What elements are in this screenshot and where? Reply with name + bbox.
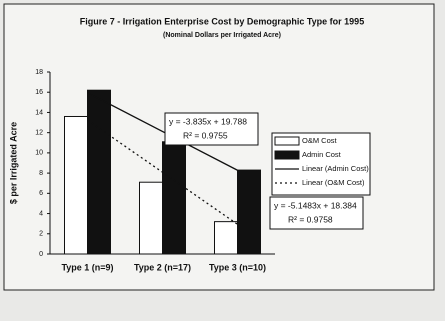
bar [214, 221, 238, 255]
x-tick-label: Type 1 (n=9) [61, 262, 113, 272]
y-tick-label: 16 [35, 89, 43, 96]
bar [162, 141, 186, 255]
y-tick-label: 2 [39, 231, 43, 238]
legend-label: Admin Cost [302, 150, 342, 159]
y-tick-label: 12 [35, 130, 43, 137]
chart-subtitle: (Nominal Dollars per Irrigated Acre) [163, 32, 281, 39]
legend-label: Linear (O&M Cost) [302, 178, 365, 187]
equation: y = -5.1483x + 18.384 [274, 200, 357, 210]
y-tick-label: 10 [35, 150, 43, 157]
y-tick-label: 8 [39, 170, 43, 177]
y-tick-label: 0 [39, 251, 43, 258]
bar [87, 89, 111, 255]
bar [139, 181, 163, 255]
bar [237, 169, 261, 255]
x-tick-label: Type 3 (n=10) [209, 262, 266, 272]
bar [64, 115, 88, 255]
x-tick-label: Type 2 (n=17) [134, 262, 191, 272]
legend-label: O&M Cost [302, 136, 338, 145]
legend-label: Linear (Admin Cost) [302, 164, 369, 173]
legend-swatch [274, 136, 300, 146]
y-tick-label: 14 [35, 109, 43, 116]
equation: y = -3.835x + 19.788 [169, 116, 247, 126]
chart-title: Figure 7 - Irrigation Enterprise Cost by… [80, 16, 364, 26]
y-axis-label: $ per Irrigated Acre [8, 122, 18, 204]
trendline [87, 92, 238, 171]
trendline [87, 119, 238, 225]
r-squared: R² = 0.9755 [183, 130, 228, 140]
r-squared: R² = 0.9758 [288, 214, 333, 224]
y-tick-label: 4 [39, 210, 43, 217]
equation-box [164, 112, 259, 146]
equation-box [269, 196, 364, 230]
legend-swatch [274, 150, 300, 160]
y-tick-label: 6 [39, 190, 43, 197]
y-tick-label: 18 [35, 69, 43, 76]
